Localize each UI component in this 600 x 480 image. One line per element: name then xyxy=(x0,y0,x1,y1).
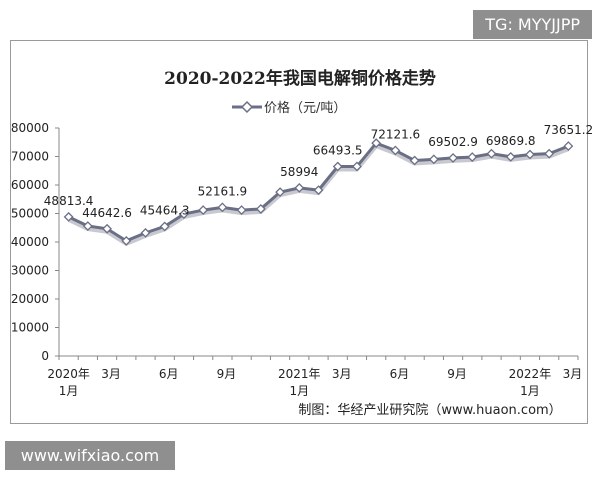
data-point xyxy=(505,151,516,162)
data-label: 69502.9 xyxy=(428,135,478,149)
y-tick-label: 70000 xyxy=(11,150,49,164)
data-label: 66493.5 xyxy=(313,143,363,157)
x-tick-label: 6月 xyxy=(390,367,410,381)
data-point xyxy=(275,187,285,198)
data-point xyxy=(159,221,170,232)
data-point xyxy=(544,148,555,159)
data-point xyxy=(217,202,228,213)
data-point xyxy=(428,154,439,165)
data-point xyxy=(525,149,535,160)
data-label: 73651.2 xyxy=(544,123,594,137)
y-tick-label: 60000 xyxy=(11,178,49,192)
x-tick-label: 9月 xyxy=(447,367,467,381)
y-tick-label: 50000 xyxy=(11,207,49,221)
data-point xyxy=(82,221,93,231)
y-tick-label: 40000 xyxy=(11,235,49,249)
y-tick-label: 10000 xyxy=(11,321,49,335)
y-tick-label: 20000 xyxy=(11,292,49,306)
x-tick-label: 1月 xyxy=(520,384,540,398)
data-label: 52161.9 xyxy=(198,184,248,198)
x-tick-label: 1月 xyxy=(289,384,309,398)
data-point xyxy=(352,161,362,172)
data-point xyxy=(294,182,305,193)
data-label: 48813.4 xyxy=(44,194,94,208)
x-tick-label: 9月 xyxy=(217,367,237,381)
data-point xyxy=(236,205,247,215)
data-point xyxy=(390,145,401,156)
source-note: 制图：华经产业研究院（www.huaon.com） xyxy=(298,403,561,418)
data-label: 58994 xyxy=(280,165,318,179)
data-point xyxy=(63,211,74,222)
x-tick-label: 2022年 xyxy=(509,367,552,381)
x-tick-label: 3月 xyxy=(563,367,583,381)
data-point xyxy=(255,204,266,214)
x-tick-label: 1月 xyxy=(59,384,79,398)
y-tick-label: 0 xyxy=(41,349,49,363)
y-tick-label: 30000 xyxy=(11,264,49,278)
data-point xyxy=(140,227,151,238)
legend-marker xyxy=(240,100,254,114)
data-point xyxy=(179,209,189,219)
chart-frame xyxy=(10,40,588,424)
x-tick-label: 6月 xyxy=(159,367,179,381)
data-label: 72121.6 xyxy=(371,127,421,141)
data-point xyxy=(198,205,209,215)
x-tick-label: 2020年 xyxy=(47,367,90,381)
chart-title: 2020-2022年我国电解铜价格走势 xyxy=(164,68,436,89)
x-tick-label: 3月 xyxy=(332,367,352,381)
data-point xyxy=(448,152,458,163)
data-point xyxy=(467,152,478,162)
watermark-site: www.wifxiao.com xyxy=(5,441,175,470)
data-label: 44642.6 xyxy=(82,206,132,220)
y-tick-label: 80000 xyxy=(11,121,49,135)
data-point xyxy=(486,148,497,159)
x-tick-label: 2021年 xyxy=(278,367,321,381)
data-point xyxy=(332,161,343,172)
data-point xyxy=(563,141,574,152)
data-point xyxy=(121,235,132,246)
data-point xyxy=(371,138,382,149)
data-point xyxy=(409,155,420,166)
data-point xyxy=(313,185,324,196)
x-tick-label: 3月 xyxy=(101,367,121,381)
data-point xyxy=(102,223,112,234)
watermark-tg: TG: MYYJJPP xyxy=(473,10,592,39)
legend-label: 价格（元/吨） xyxy=(264,100,346,116)
data-label: 45464.3 xyxy=(140,203,190,217)
data-label: 69869.8 xyxy=(486,134,536,148)
